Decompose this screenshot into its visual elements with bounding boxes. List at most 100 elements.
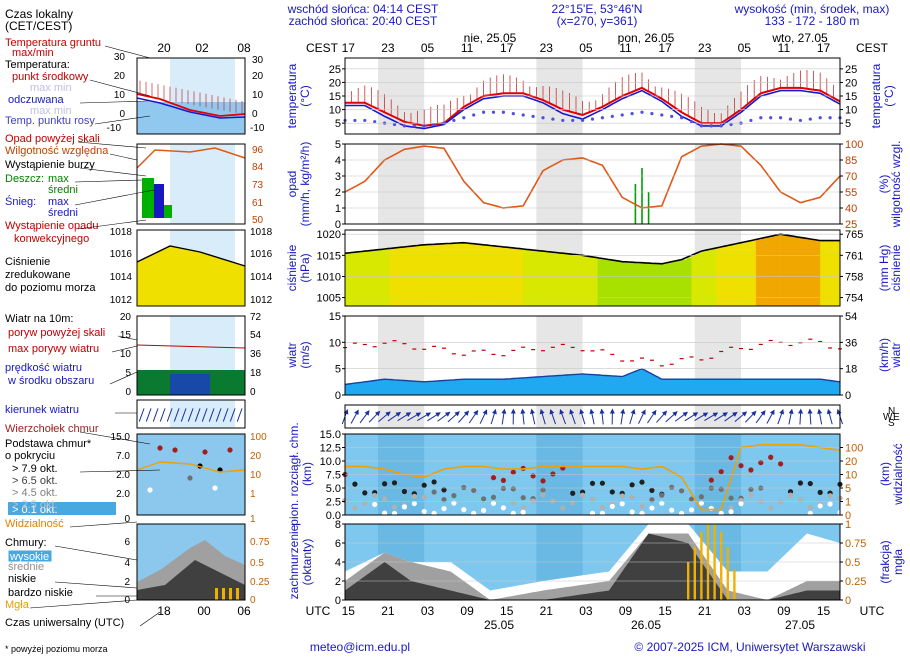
wind-arrow bbox=[777, 408, 784, 425]
tick-right: 15 bbox=[845, 91, 857, 103]
cest-right: CEST bbox=[856, 41, 889, 55]
hour-bottom: 15 bbox=[817, 604, 831, 618]
pressure-fill bbox=[686, 257, 692, 306]
wind-arrow bbox=[798, 408, 804, 425]
cloud-base-dot bbox=[718, 486, 724, 492]
wind-arrow bbox=[479, 409, 488, 424]
cloud-base-dot bbox=[500, 485, 506, 492]
legend-text: > 4.5 okt. bbox=[12, 487, 58, 499]
tick-right: 25 bbox=[845, 219, 857, 231]
hour-top: 17 bbox=[817, 41, 831, 55]
dew-point-dot bbox=[729, 122, 733, 127]
tick-left: 20 bbox=[329, 77, 341, 89]
legend-tick: 2 bbox=[124, 577, 130, 588]
pressure-fill bbox=[800, 237, 806, 306]
dew-point-dot bbox=[779, 116, 783, 120]
compass-n: N bbox=[888, 406, 895, 417]
legend-tick: 0.5 bbox=[250, 558, 264, 569]
wind-arrow bbox=[437, 411, 451, 422]
pressure-fill bbox=[750, 240, 757, 306]
legend-text: Deszcz: bbox=[5, 173, 44, 185]
legend-cloud-dot bbox=[147, 487, 153, 493]
legend-arrow-shaft bbox=[138, 408, 145, 422]
dew-point-dot bbox=[422, 124, 426, 128]
sunrise: wschód słońca: 04:14 CEST bbox=[287, 2, 439, 16]
legend-tick: 1014 bbox=[110, 272, 133, 283]
pressure-fill bbox=[785, 235, 791, 306]
cloud-base-dot bbox=[540, 478, 546, 484]
wind-arrow-head bbox=[510, 408, 516, 414]
wind-arrow bbox=[368, 410, 381, 423]
panel-frame bbox=[344, 404, 841, 429]
pressure-fill bbox=[419, 245, 425, 306]
axis-title: (°C) bbox=[882, 85, 896, 106]
legend-text: Wystąpienie burzy bbox=[5, 159, 95, 171]
legend-text: Wiatr na 10m: bbox=[5, 313, 73, 325]
grid-point: (x=270, y=361) bbox=[557, 14, 638, 28]
cloud-base-dot bbox=[401, 488, 407, 495]
legend-okt-01: > 0.1 okt. bbox=[12, 504, 58, 516]
legend-tick: 61 bbox=[252, 198, 264, 209]
tick-left: 1015 bbox=[317, 250, 341, 262]
legend-fog-bar bbox=[236, 588, 239, 600]
tick-left: 15 bbox=[329, 91, 341, 103]
axis-title: (km/h) bbox=[877, 338, 891, 372]
cloud-base-dot bbox=[609, 503, 615, 509]
wind-arrow bbox=[447, 411, 460, 423]
pressure-fill bbox=[642, 262, 648, 306]
wind-arrow bbox=[665, 411, 678, 423]
cloud-base-dot bbox=[441, 487, 447, 493]
dew-point-dot bbox=[788, 117, 793, 121]
wind-speed-area bbox=[345, 368, 840, 395]
utc-right: UTC bbox=[860, 604, 885, 618]
tick-right: 761 bbox=[845, 250, 863, 262]
tick-left: 5 bbox=[335, 139, 341, 151]
tick-left: 3 bbox=[335, 171, 341, 183]
wind-arrow-head bbox=[579, 408, 585, 415]
pressure-fill bbox=[592, 256, 598, 306]
cloud-base-dot bbox=[619, 493, 625, 499]
legend-leader bbox=[79, 167, 147, 177]
wind-arrow bbox=[674, 411, 689, 422]
pressure-fill bbox=[760, 238, 767, 306]
hour-bottom: 15 bbox=[500, 604, 514, 618]
panel-frame bbox=[344, 57, 841, 135]
pressure-fill bbox=[562, 253, 569, 306]
dew-point-dot bbox=[699, 124, 704, 128]
hour-bottom: 09 bbox=[777, 604, 791, 618]
legend-text: max min bbox=[30, 105, 72, 117]
wind-arrow bbox=[458, 410, 470, 423]
cloud-base-dot bbox=[807, 480, 813, 487]
pressure-fill bbox=[552, 252, 559, 306]
legend-cloud-dot bbox=[172, 447, 178, 453]
wind-arrow bbox=[549, 408, 556, 425]
dew-point-dot bbox=[630, 112, 634, 116]
legend-text: w środku obszaru bbox=[7, 375, 94, 387]
legend-text: Temperatura: bbox=[5, 59, 70, 71]
cloud-base-dot bbox=[411, 493, 417, 499]
legend-text: do poziomu morza bbox=[5, 282, 96, 294]
pressure-fill bbox=[547, 251, 554, 306]
cloud-base-dot bbox=[421, 494, 427, 500]
cloud-base-dot bbox=[698, 500, 705, 506]
hour-top: 17 bbox=[342, 41, 356, 55]
dew-point-dot bbox=[828, 116, 832, 120]
wind-arrow bbox=[647, 409, 657, 424]
dew-point-dot bbox=[432, 122, 436, 127]
tick-left: 2.5 bbox=[326, 497, 341, 509]
legend-wind-arrow bbox=[208, 408, 215, 422]
cloud-base-dot bbox=[649, 505, 655, 511]
legend-cloud-dot bbox=[212, 485, 218, 491]
cloud-base-dot bbox=[787, 492, 794, 498]
date-label: 27.05 bbox=[785, 618, 815, 632]
legend-tick: 36 bbox=[250, 349, 262, 360]
legend-tick: 100 bbox=[250, 432, 267, 443]
dew-point-dot bbox=[412, 124, 416, 128]
footnote: * powyżej poziomu morza bbox=[5, 644, 108, 654]
cloud-base-dot bbox=[451, 493, 457, 499]
dew-point-dot bbox=[590, 117, 595, 121]
axis-title: (km) bbox=[878, 462, 892, 486]
cloud-base-dot bbox=[708, 477, 714, 483]
tick-left: 12.5 bbox=[320, 443, 341, 455]
